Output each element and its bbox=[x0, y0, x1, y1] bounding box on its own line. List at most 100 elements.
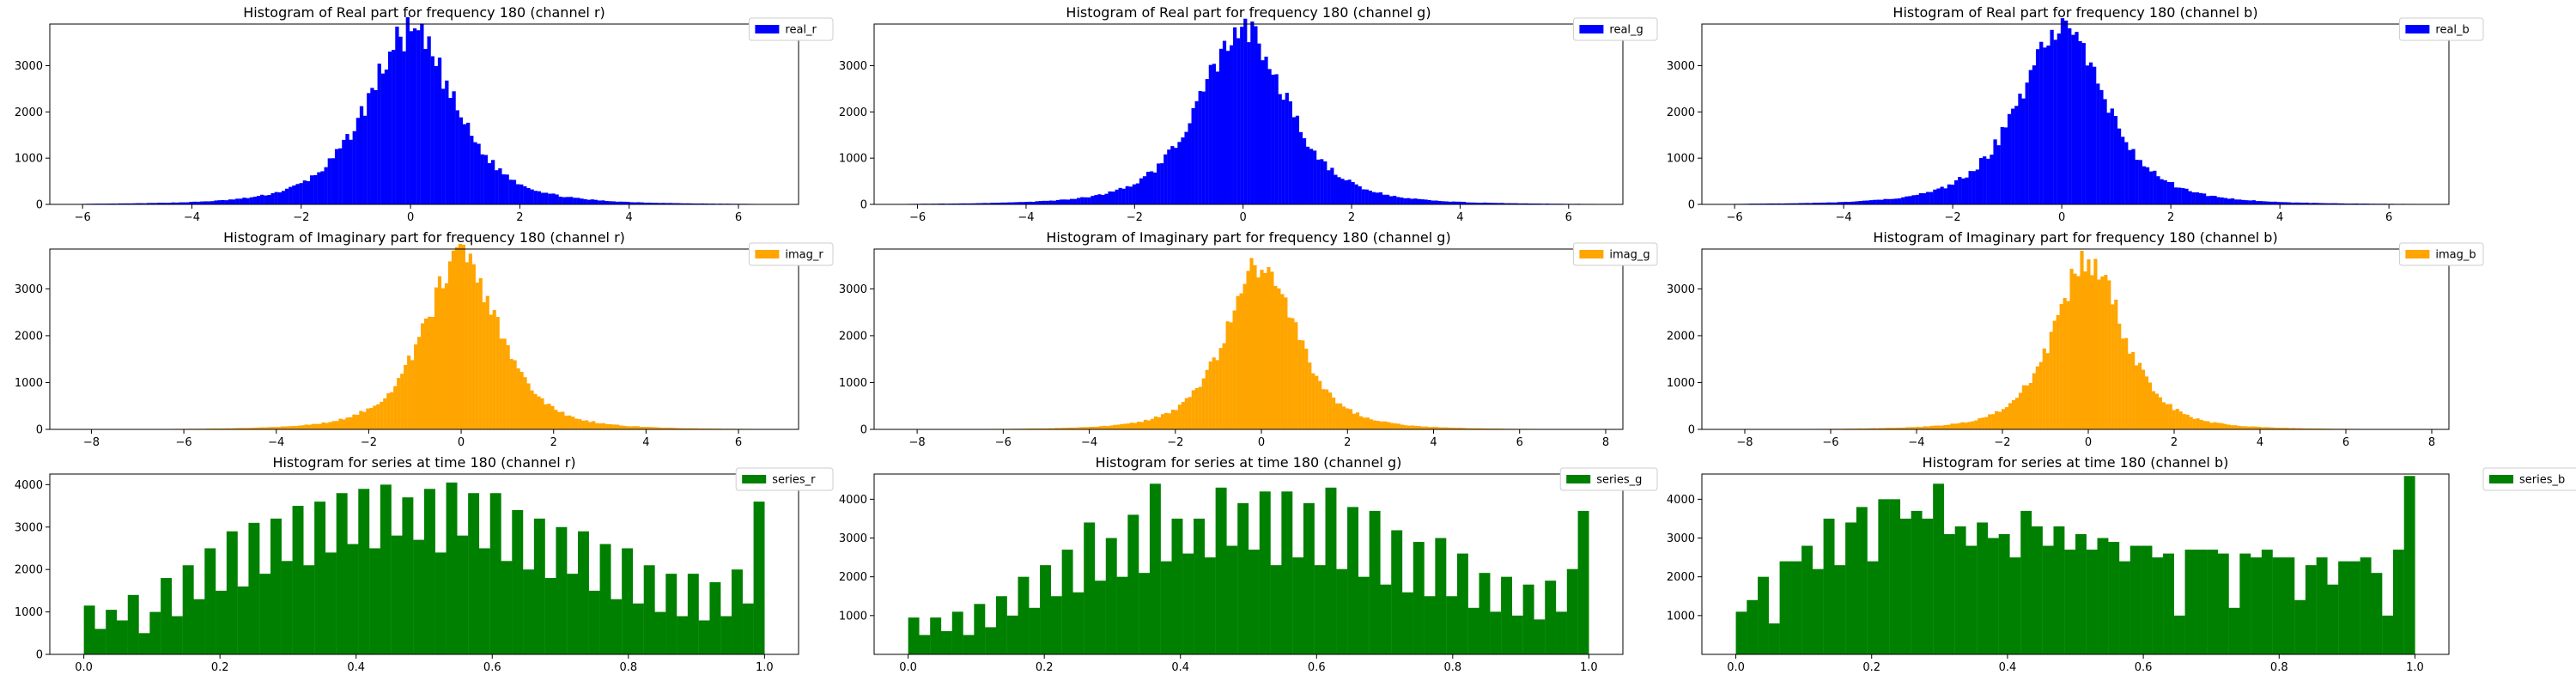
x-tick-label: 0.4 bbox=[1171, 661, 1189, 674]
histogram-bar bbox=[1281, 491, 1293, 654]
histogram-bar bbox=[2111, 304, 2115, 429]
x-tick-label: 0.2 bbox=[1862, 661, 1880, 674]
histogram-bar bbox=[2042, 348, 2046, 429]
histogram-bar bbox=[1441, 427, 1445, 429]
histogram-bar bbox=[1347, 507, 1359, 654]
histogram-bar bbox=[2038, 362, 2043, 429]
y-tick-label: 1000 bbox=[15, 377, 43, 390]
x-tick-label: 6 bbox=[735, 436, 742, 449]
histogram-bar bbox=[359, 410, 363, 429]
histogram-bar bbox=[1961, 178, 1965, 204]
bars bbox=[1735, 18, 2444, 205]
x-tick-label: 4 bbox=[2257, 436, 2263, 449]
histogram-bar bbox=[567, 574, 579, 654]
legend: imag_r bbox=[748, 242, 834, 266]
histogram-bar bbox=[1285, 93, 1289, 205]
histogram-bar bbox=[2245, 200, 2249, 204]
histogram-bar bbox=[1417, 426, 1421, 429]
histogram-bar bbox=[2263, 201, 2267, 204]
histogram-bar bbox=[489, 493, 501, 654]
histogram-bar bbox=[1391, 530, 1403, 654]
legend-swatch bbox=[1566, 475, 1591, 483]
histogram-bar bbox=[1260, 270, 1264, 429]
histogram-bar bbox=[2233, 425, 2238, 429]
histogram-bar bbox=[2011, 108, 2015, 204]
histogram-bar bbox=[1444, 201, 1449, 204]
histogram-bar bbox=[199, 201, 204, 204]
histogram-bar bbox=[2129, 545, 2142, 654]
legend-label: real_b bbox=[2435, 24, 2469, 37]
histogram-bar bbox=[2032, 373, 2036, 429]
histogram-bar bbox=[2284, 428, 2289, 429]
histogram-bar bbox=[1302, 137, 1307, 204]
histogram-bar bbox=[377, 64, 381, 205]
histogram-bar bbox=[2269, 201, 2274, 204]
histogram-bar bbox=[325, 423, 329, 429]
histogram-bar bbox=[294, 426, 298, 429]
histogram-bar bbox=[204, 548, 216, 654]
histogram-bar bbox=[304, 424, 308, 429]
histogram-bar bbox=[2278, 428, 2282, 429]
histogram-bar bbox=[2158, 397, 2162, 429]
x-tick-label: −6 bbox=[1822, 436, 1838, 449]
histogram-bar bbox=[1291, 318, 1295, 429]
x-tick-label: 0 bbox=[407, 211, 414, 224]
histogram-bar bbox=[1181, 402, 1185, 429]
histogram-bar bbox=[1947, 424, 1951, 429]
histogram-bar bbox=[2254, 426, 2258, 429]
histogram-bar bbox=[1281, 100, 1285, 204]
histogram-bar bbox=[1833, 202, 1838, 204]
histogram-bar bbox=[2280, 202, 2285, 204]
histogram-bar bbox=[1888, 428, 1893, 429]
histogram-bar bbox=[2348, 561, 2360, 654]
legend-label: series_g bbox=[1596, 474, 1642, 487]
x-tick-label: 2 bbox=[516, 211, 523, 224]
histogram-bar bbox=[2198, 192, 2203, 204]
legend-label: imag_b bbox=[2435, 249, 2476, 262]
histogram-bar bbox=[362, 411, 367, 429]
histogram-bar bbox=[643, 565, 655, 654]
histogram-bar bbox=[1501, 576, 1513, 654]
histogram-bar bbox=[384, 69, 389, 204]
histogram-bar bbox=[2264, 427, 2269, 429]
y-tick-label: 4000 bbox=[15, 479, 43, 492]
chart-title: Histogram of Imaginary part for frequenc… bbox=[1873, 229, 2277, 246]
histogram-bar bbox=[677, 616, 689, 654]
histogram-bar bbox=[519, 371, 524, 429]
histogram-bar bbox=[1340, 179, 1345, 204]
histogram-bar bbox=[2128, 149, 2132, 204]
histogram-bar bbox=[1194, 387, 1199, 429]
histogram-bar bbox=[2403, 476, 2415, 654]
histogram-bar bbox=[1410, 425, 1414, 429]
histogram-bar bbox=[1160, 163, 1164, 204]
x-tick-label: 0.2 bbox=[1036, 661, 1054, 674]
histogram-bar bbox=[501, 561, 513, 654]
histogram-bar bbox=[592, 421, 596, 429]
histogram-bar bbox=[2271, 427, 2275, 429]
histogram-bar bbox=[558, 197, 562, 204]
histogram-bar bbox=[658, 203, 662, 204]
histogram-bar bbox=[407, 355, 411, 429]
histogram-bar bbox=[623, 425, 627, 429]
histogram-bar bbox=[515, 184, 520, 204]
histogram-bar bbox=[646, 427, 651, 429]
histogram-bar bbox=[324, 167, 328, 204]
histogram-bar bbox=[1885, 428, 1889, 429]
histogram-bar bbox=[1256, 277, 1261, 429]
histogram-bar bbox=[1097, 194, 1102, 204]
histogram-bar bbox=[571, 416, 575, 429]
histogram-bar bbox=[1160, 561, 1172, 654]
histogram-bar bbox=[2144, 376, 2149, 429]
histogram-bar bbox=[2173, 615, 2185, 654]
histogram-bar bbox=[335, 421, 339, 429]
histogram-bar bbox=[1971, 421, 1975, 429]
histogram-bar bbox=[1417, 198, 1421, 204]
histogram-bar bbox=[483, 155, 488, 204]
histogram-bar bbox=[1998, 534, 2010, 654]
histogram-bar bbox=[1950, 423, 1954, 429]
histogram-bar bbox=[292, 185, 296, 204]
histogram-bar bbox=[986, 203, 991, 204]
x-tick-label: −6 bbox=[75, 211, 91, 224]
histogram-bar bbox=[1226, 545, 1238, 654]
histogram-bar bbox=[1181, 137, 1185, 204]
